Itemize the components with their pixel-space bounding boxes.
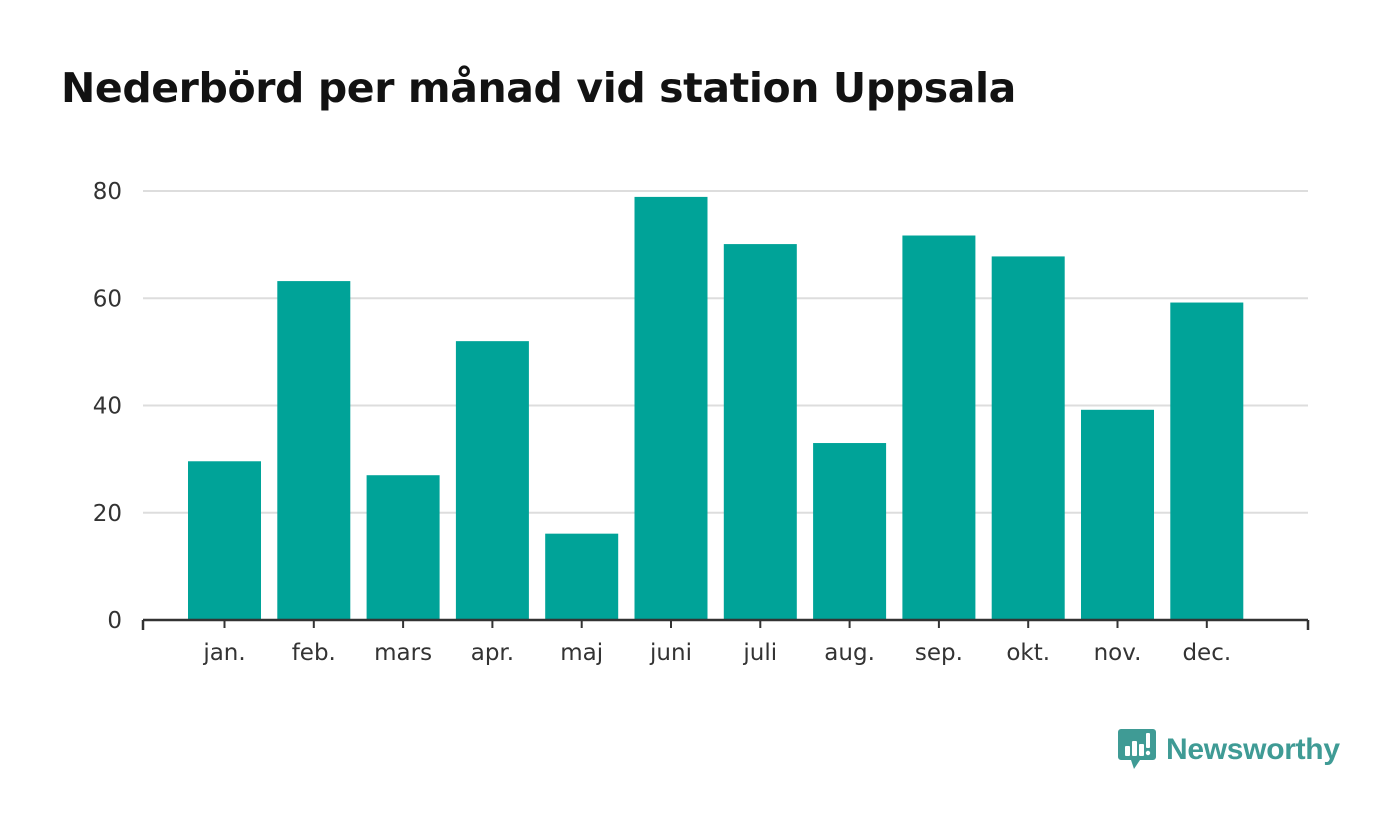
x-tick-label: feb. (292, 640, 336, 666)
bar-dec (1170, 302, 1244, 620)
x-axis: jan. feb. mars apr. maj juni juli aug. sep. okt. n… (141, 618, 1310, 666)
bars (188, 196, 1244, 621)
bar-feb (277, 281, 351, 620)
y-tick-label: 60 (93, 286, 122, 312)
x-tick-label: sep. (915, 640, 963, 666)
brand: Newsworthy (1118, 727, 1340, 773)
y-tick-label: 0 (107, 608, 122, 634)
x-tick-label: mars (374, 640, 432, 666)
y-tick-label: 80 (93, 179, 122, 205)
bar-jan (188, 461, 261, 620)
x-tick-label: juli (742, 640, 777, 666)
y-axis: 0 20 40 60 80 (93, 179, 122, 634)
bar-maj (545, 533, 619, 620)
x-tick-label: maj (560, 640, 603, 666)
bar-juli (723, 244, 797, 620)
x-tick-label: apr. (471, 640, 514, 666)
chart-title: Nederbörd per månad vid station Uppsala (61, 64, 1016, 112)
y-tick-label: 20 (93, 501, 122, 527)
x-tick-label: dec. (1182, 640, 1231, 666)
bar-mars (366, 475, 440, 620)
x-tick-label: nov. (1094, 640, 1142, 666)
y-tick-label: 40 (93, 394, 122, 420)
bar-nov (1081, 409, 1154, 620)
x-tick-label: aug. (824, 640, 875, 666)
newsworthy-logo-icon (1118, 729, 1156, 769)
bar-juni (634, 196, 708, 620)
brand-name: Newsworthy (1166, 733, 1340, 766)
x-tick-label: okt. (1006, 640, 1050, 666)
bar-okt (991, 256, 1065, 620)
bar-aug (813, 443, 887, 620)
bar-apr (455, 341, 529, 620)
bar-chart: 0 20 40 60 80 jan. feb. mars apr. maj juni juli aug… (93, 179, 1310, 666)
x-tick-label: juni (649, 640, 692, 666)
x-tick-label: jan. (202, 640, 245, 666)
bar-sep (902, 235, 976, 621)
